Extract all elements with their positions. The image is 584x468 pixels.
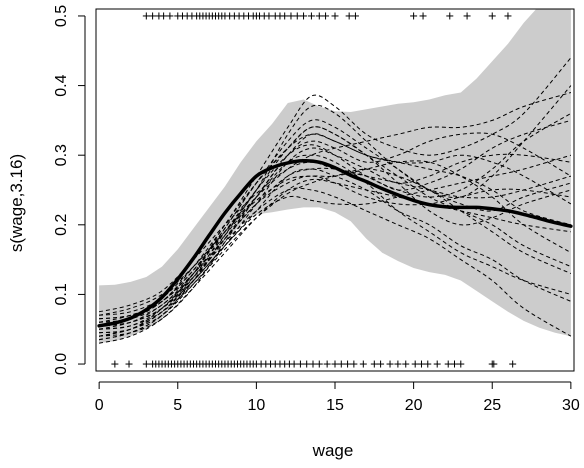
rug-top-mark: [504, 12, 512, 20]
rug-bottom-mark: [309, 360, 317, 368]
simulated-curve-3: [99, 126, 572, 330]
rug-top-mark: [315, 12, 323, 20]
rug-top-mark: [351, 12, 359, 20]
x-tick-label: 0: [95, 397, 104, 414]
rug-top-mark: [149, 12, 157, 20]
simulated-curve-13: [99, 154, 572, 323]
rug-top-mark: [463, 12, 471, 20]
rug-bottom-mark: [457, 360, 465, 368]
simulated-curve-14: [99, 132, 572, 337]
rug-bottom-mark: [451, 360, 458, 368]
rug-top-mark: [287, 12, 295, 20]
x-tick-label: 25: [483, 397, 501, 414]
rug-top-mark: [322, 12, 330, 20]
rug-top-mark: [331, 12, 339, 20]
rug-bottom-mark: [296, 360, 304, 368]
rug-bottom-mark: [377, 360, 385, 368]
rug-bottom-mark: [290, 360, 298, 368]
simulated-curve-8: [99, 187, 572, 337]
rug-top-mark: [281, 12, 289, 20]
x-tick-label: 10: [247, 397, 265, 414]
rug-bottom-mark: [370, 360, 378, 368]
rug-bottom-mark: [402, 360, 410, 368]
simulated-curve-21: [98, 133, 572, 323]
x-tick-label: 5: [173, 397, 182, 414]
rug-bottom-mark: [323, 360, 331, 368]
rug-bottom-mark: [490, 360, 498, 368]
simulated-curve-20: [99, 168, 572, 330]
y-tick-label: 0.0: [53, 353, 70, 375]
rug-top-mark: [142, 12, 150, 20]
rug-top-mark: [166, 12, 174, 20]
rug-bottom-mark: [394, 360, 402, 368]
fitted-smooth-line: [97, 159, 573, 328]
rug-top-mark: [307, 12, 315, 20]
simulated-curve-10: [98, 161, 572, 313]
simulated-curve-6: [98, 178, 571, 344]
confidence-band-layer: [99, 9, 571, 344]
y-tick-label: 0.1: [53, 283, 70, 305]
simulated-curve-16: [98, 126, 572, 341]
rug-layer: [111, 12, 517, 368]
confidence-band: [99, 9, 571, 344]
simulated-curve-18: [99, 175, 571, 320]
rug-bottom-mark: [386, 360, 394, 368]
rug-bottom-mark: [509, 360, 517, 368]
rug-bottom-mark: [344, 360, 352, 368]
rug-top-mark: [300, 12, 308, 20]
rug-bottom-mark: [142, 360, 150, 368]
rug-bottom-mark: [337, 360, 345, 368]
rug-bottom-mark: [359, 360, 367, 368]
rug-bottom-mark: [444, 360, 452, 368]
y-tick-label: 0.5: [53, 5, 70, 27]
fitted-smooth-layer: [97, 159, 573, 328]
rug-top-mark: [419, 12, 427, 20]
simulated-curve-5: [99, 85, 572, 323]
rug-top-mark: [446, 12, 454, 20]
rug-bottom-mark: [411, 360, 419, 368]
rug-top-mark: [345, 12, 353, 20]
rug-bottom-mark: [350, 360, 358, 368]
y-tick-label: 0.3: [53, 144, 70, 166]
plot-frame: [95, 8, 575, 372]
y-tick-label: 0.4: [53, 74, 70, 96]
x-tick-label: 20: [405, 397, 423, 414]
simulated-curve-17: [99, 119, 572, 327]
y-axis-label: s(wage,3.16): [7, 154, 26, 252]
rug-bottom-mark: [417, 360, 425, 368]
rug-bottom-mark: [424, 360, 432, 368]
x-axis: 0 5 10 15 20 25 30: [95, 381, 580, 414]
rug-top-mark: [410, 12, 418, 20]
y-tick-label: 0.2: [53, 214, 70, 236]
rug-bottom-mark: [125, 360, 133, 368]
rug-bottom-mark: [303, 360, 311, 368]
x-tick-label: 15: [326, 397, 344, 414]
simulated-curve-15: [99, 160, 572, 316]
rug-top-mark: [265, 12, 273, 20]
x-axis-label: wage: [312, 441, 354, 460]
x-tick-label: 30: [562, 397, 580, 414]
rug-bottom-mark: [433, 360, 441, 368]
simulated-curve-4: [98, 168, 572, 337]
rug-top-mark: [293, 12, 301, 20]
rug-top-mark: [488, 12, 496, 20]
rug-bottom-mark: [111, 360, 119, 368]
rug-bottom-mark: [331, 360, 339, 368]
simulated-curve-12: [98, 154, 572, 330]
rug-top-mark: [160, 12, 168, 20]
rug-bottom-mark: [315, 360, 323, 368]
simulated-curve-19: [99, 112, 572, 334]
y-axis: 0.0 0.1 0.2 0.3 0.4 0.5: [53, 5, 86, 375]
